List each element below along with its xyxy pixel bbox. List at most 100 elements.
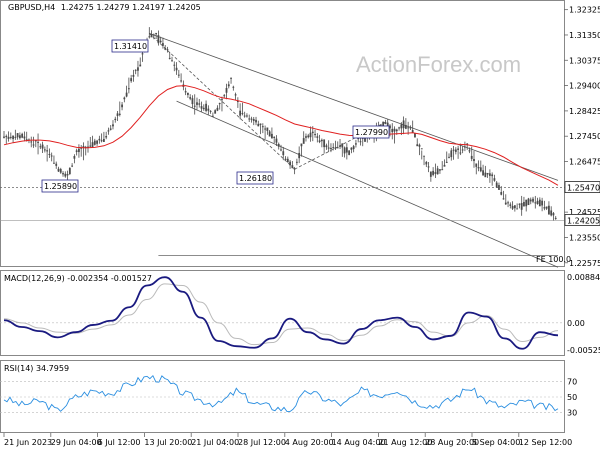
price-axis: 1.32325 1.31350 1.30375 1.29400 1.28425 1.274…	[564, 6, 600, 268]
candle-body	[14, 136, 17, 138]
candle-body	[200, 106, 203, 109]
candle-body	[3, 136, 5, 138]
candle-body	[386, 122, 389, 128]
macd-series: 0.008846 0.00 -0.005252	[0, 273, 600, 355]
candle-body	[141, 53, 144, 55]
candle-body	[400, 124, 403, 129]
candle-body	[516, 208, 519, 210]
candle-body	[107, 130, 110, 132]
rsi-title: RSI(14) 34.7959	[4, 364, 69, 373]
candle-body	[295, 161, 298, 163]
annotation-box	[236, 171, 274, 185]
candle-body	[280, 149, 282, 151]
candle-body	[137, 67, 139, 71]
candle-body	[495, 182, 498, 188]
candle-body	[513, 205, 516, 209]
candle-body	[336, 147, 339, 149]
candle-body	[89, 145, 92, 147]
candle-body	[159, 40, 162, 43]
candle-body	[53, 162, 55, 164]
candle-body	[341, 143, 344, 148]
candle-body	[339, 145, 341, 147]
candle-body	[289, 161, 291, 166]
candle-body	[482, 170, 484, 176]
candle-body	[114, 118, 117, 121]
candle-body	[96, 140, 98, 144]
candle-body	[261, 126, 264, 128]
macd-scale-label: 0.008846	[567, 273, 600, 282]
rsi-scale-label: 50	[567, 393, 577, 402]
candle-body	[264, 128, 267, 130]
price-label: 1.30375	[569, 56, 600, 65]
candle-body	[389, 125, 391, 129]
candle-body	[241, 113, 244, 115]
candle-body	[82, 146, 85, 148]
candle-body	[475, 163, 478, 167]
candle-body	[307, 135, 310, 138]
rsi-panel-frame	[0, 360, 565, 433]
candle-body	[407, 127, 410, 129]
candle-body	[416, 144, 419, 147]
candle-body	[162, 43, 164, 46]
time-label: 5 Sep 04:00	[472, 438, 520, 447]
candle-body	[436, 168, 439, 175]
candle-body	[502, 198, 505, 200]
annotation-box	[352, 125, 390, 139]
candle-body	[434, 172, 437, 174]
candle-body	[152, 34, 155, 36]
candle-body	[191, 98, 194, 105]
candle-body	[116, 113, 119, 116]
candle-body	[105, 136, 108, 138]
candle-body	[125, 92, 128, 97]
price-label: 1.27450	[569, 132, 600, 141]
candle-body	[39, 146, 42, 148]
candle-body	[175, 67, 178, 71]
candle-body	[345, 147, 348, 153]
candle-body	[211, 115, 214, 117]
candle-body	[252, 119, 255, 121]
annotation-text: 1.25890	[44, 182, 77, 191]
candle-body	[511, 206, 514, 209]
candle-body	[359, 141, 362, 143]
candle-body	[12, 135, 14, 140]
candle-body	[314, 134, 316, 136]
time-label: 21 Aug 12:00	[378, 438, 432, 447]
time-label: 28 Aug 20:00	[425, 438, 479, 447]
candle-body	[166, 49, 169, 51]
candle-body	[277, 143, 280, 147]
channel-upper-line	[149, 33, 559, 181]
candle-body	[520, 203, 523, 210]
candle-body	[404, 125, 407, 129]
candle-body	[320, 139, 323, 142]
candle-body	[470, 155, 473, 159]
candle-body	[100, 140, 103, 142]
ma-line	[3, 85, 559, 186]
current-price-label: 1.24205	[567, 216, 600, 225]
time-label: 21 Jun 2023	[4, 438, 52, 447]
candle-body	[91, 142, 94, 148]
candle-body	[500, 192, 503, 195]
candle-body	[538, 199, 541, 207]
candle-body	[536, 200, 539, 204]
annotation-low-1: 1.25890	[41, 179, 79, 193]
candle-body	[255, 119, 257, 123]
candle-body	[41, 144, 44, 149]
candle-body	[189, 97, 192, 99]
candle-body	[318, 140, 321, 143]
candle-body	[334, 147, 337, 149]
candle-body	[134, 69, 137, 71]
candle-body	[343, 147, 346, 154]
price-label: 1.32325	[569, 6, 600, 15]
candle-body	[109, 128, 112, 130]
candle-body	[454, 149, 457, 152]
candle-body	[541, 200, 544, 206]
fe-label: FE 100.0	[536, 255, 571, 264]
candle-body	[491, 174, 494, 177]
candle-body	[457, 148, 459, 150]
price-label: 1.28425	[569, 107, 600, 116]
candle-body	[55, 163, 58, 166]
candle-body	[504, 202, 507, 205]
candle-body	[173, 64, 176, 66]
candle-body	[266, 127, 269, 131]
price-label: 1.22575	[569, 259, 600, 268]
